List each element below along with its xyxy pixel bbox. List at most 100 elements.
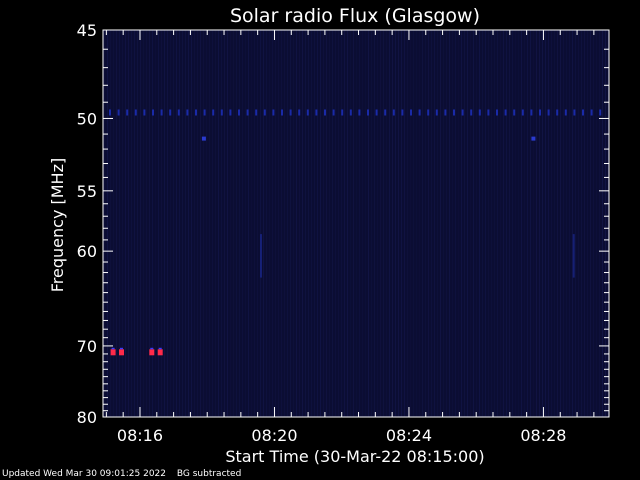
texture-column — [416, 30, 417, 417]
texture-column — [353, 30, 354, 417]
texture-column — [602, 30, 603, 417]
texture-column — [572, 30, 573, 417]
interference-dot — [201, 136, 206, 141]
texture-column — [215, 30, 216, 417]
y-tick-label: 45 — [77, 21, 97, 40]
footer: Updated Wed Mar 30 09:01:25 2022 BG subt… — [2, 469, 241, 479]
texture-column — [422, 30, 423, 417]
texture-column — [593, 30, 594, 417]
texture-column — [308, 30, 309, 417]
texture-column — [395, 30, 396, 417]
texture-column — [311, 30, 312, 417]
band-dot — [298, 109, 301, 116]
texture-column — [314, 30, 315, 417]
band-dot — [556, 109, 559, 116]
texture-column — [146, 30, 147, 417]
band-dot — [470, 109, 473, 116]
texture-column — [449, 30, 450, 417]
texture-column — [341, 30, 342, 417]
texture-column — [551, 30, 552, 417]
band-dot — [306, 109, 309, 116]
texture-column — [173, 30, 174, 417]
band-dot — [281, 109, 283, 116]
band-dot — [521, 109, 524, 116]
burst-marker — [157, 349, 163, 356]
texture-column — [377, 30, 378, 417]
texture-column — [278, 30, 279, 417]
texture-column — [272, 30, 273, 417]
x-tick-label: 08:20 — [251, 426, 297, 445]
band-dot — [143, 109, 146, 116]
texture-column — [404, 30, 405, 417]
texture-column — [350, 30, 351, 417]
texture-column — [356, 30, 357, 417]
texture-column — [155, 30, 156, 417]
texture-column — [254, 30, 255, 417]
texture-column — [230, 30, 231, 417]
band-dot — [315, 109, 318, 116]
texture-column — [389, 30, 390, 417]
band-dot — [186, 109, 189, 116]
texture-column — [461, 30, 462, 417]
band-dot — [289, 109, 292, 116]
texture-column — [398, 30, 399, 417]
texture-column — [164, 30, 165, 417]
texture-column — [530, 30, 531, 417]
texture-column — [332, 30, 333, 417]
texture-column — [125, 30, 126, 417]
x-tick-label: 08:28 — [520, 426, 566, 445]
texture-column — [563, 30, 564, 417]
band-dot — [410, 109, 412, 116]
band-dot — [496, 109, 498, 116]
texture-column — [443, 30, 444, 417]
texture-column — [542, 30, 543, 417]
texture-column — [554, 30, 555, 417]
texture-column — [224, 30, 225, 417]
texture-column — [368, 30, 369, 417]
texture-column — [116, 30, 117, 417]
texture-column — [512, 30, 513, 417]
texture-column — [167, 30, 168, 417]
band-dot — [401, 109, 404, 116]
texture-column — [413, 30, 414, 417]
texture-column — [134, 30, 135, 417]
texture-column — [347, 30, 348, 417]
texture-column — [581, 30, 582, 417]
texture-column — [596, 30, 597, 417]
texture-column — [233, 30, 234, 417]
band-dot — [324, 109, 326, 116]
texture-column — [107, 30, 108, 417]
texture-column — [452, 30, 453, 417]
texture-column — [302, 30, 303, 417]
texture-column — [536, 30, 537, 417]
texture-column — [104, 30, 105, 417]
plot-area — [103, 30, 609, 417]
texture-column — [425, 30, 426, 417]
texture-column — [158, 30, 159, 417]
interference-band — [109, 109, 602, 116]
texture-column — [152, 30, 153, 417]
band-dot — [375, 109, 378, 116]
texture-column — [500, 30, 501, 417]
texture-column — [191, 30, 192, 417]
texture-column — [434, 30, 435, 417]
texture-column — [260, 30, 261, 417]
texture-column — [479, 30, 480, 417]
texture-column — [557, 30, 558, 417]
band-dot — [478, 109, 481, 116]
texture-column — [119, 30, 120, 417]
texture-column — [290, 30, 291, 417]
texture-column — [569, 30, 570, 417]
texture-column — [281, 30, 282, 417]
texture-column — [494, 30, 495, 417]
texture-column — [245, 30, 246, 417]
band-dot — [212, 109, 215, 116]
spectrum-background — [103, 30, 609, 417]
band-dot — [530, 109, 533, 116]
texture-column — [587, 30, 588, 417]
texture-column — [545, 30, 546, 417]
texture-column — [176, 30, 177, 417]
texture-column — [455, 30, 456, 417]
texture-column — [392, 30, 393, 417]
texture-column — [239, 30, 240, 417]
